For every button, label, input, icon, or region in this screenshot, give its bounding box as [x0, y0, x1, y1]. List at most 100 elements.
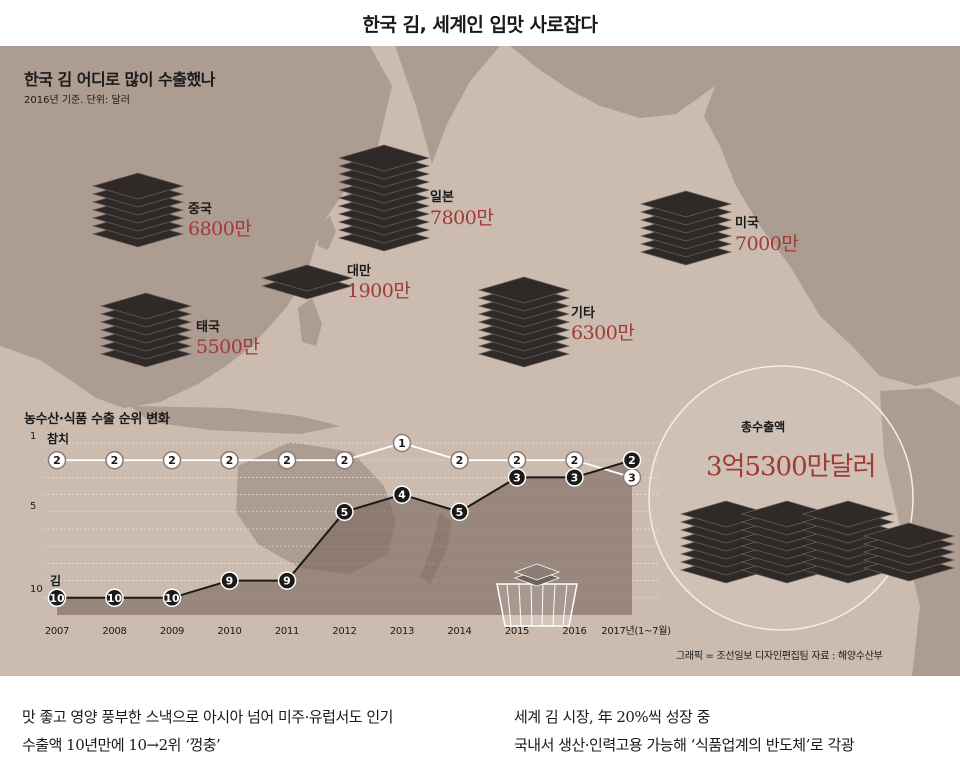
stack-usa — [639, 190, 733, 266]
svg-text:3: 3 — [628, 471, 636, 484]
laver-sheet — [862, 522, 956, 550]
tuna-rank-marker: 2 — [47, 450, 67, 470]
svg-text:2: 2 — [226, 454, 234, 467]
headline: 한국 김, 세계인 입맛 사로잡다 — [362, 13, 598, 36]
tuna-rank-marker: 2 — [335, 450, 354, 470]
total-export-value: 3억5300만달러 — [706, 452, 876, 482]
svg-text:3: 3 — [513, 471, 521, 484]
kim-rank-marker: 5 — [335, 502, 354, 522]
x-tick-label: 2011 — [275, 626, 299, 637]
map-infographic: 2 2 2 2 2 2 1 2 2 2 3 10 10 10 9 9 5 4 5 3 3 2 2007 2008 2009 20… — [0, 46, 960, 676]
laver-sheet — [639, 190, 733, 218]
basket-icon — [496, 563, 578, 627]
svg-text:1: 1 — [398, 437, 406, 450]
svg-text:5: 5 — [456, 506, 464, 519]
x-tick-label: 2009 — [160, 626, 184, 637]
svg-text:4: 4 — [398, 489, 406, 502]
laver-sheet — [91, 172, 185, 200]
value-china: 6800만 — [188, 218, 252, 240]
tuna-rank-marker: 1 — [392, 433, 412, 453]
footer-right-line-1: 세계 김 시장, 年 20%씩 성장 중 — [514, 708, 710, 726]
svg-text:10: 10 — [107, 592, 123, 605]
korea-peninsula — [318, 216, 336, 250]
x-axis-ticks: 2007 2008 2009 2010 2011 2012 2013 2014 2015 2016… — [45, 625, 672, 637]
svg-text:9: 9 — [283, 575, 291, 588]
stack-total-4 — [862, 522, 956, 582]
svg-text:2: 2 — [283, 454, 291, 467]
stack-china — [91, 172, 185, 248]
x-tick-label: 2015 — [505, 626, 529, 637]
laver-stacks — [91, 144, 956, 584]
laver-sheet — [260, 264, 354, 292]
svg-text:2: 2 — [168, 454, 176, 467]
kim-rank-marker: 10 — [47, 588, 67, 608]
kim-rank-marker: 10 — [162, 588, 182, 608]
svg-text:2: 2 — [111, 454, 119, 467]
kim-rank-marker: 9 — [277, 571, 297, 590]
map-subtitle: 2016년 기준. 단위: 달러 — [24, 95, 130, 106]
stack-taiwan — [260, 264, 354, 300]
x-tick-label: 2017년(1~7월) — [601, 625, 671, 637]
value-usa: 7000만 — [735, 233, 799, 255]
rank-markers: 2 2 2 2 2 2 1 2 2 2 3 10 10 10 9 9 5 4 5 3 3 2 — [47, 433, 642, 608]
y-tick-5: 5 — [30, 501, 37, 512]
svg-text:2: 2 — [456, 454, 464, 467]
tuna-rank-marker: 2 — [220, 450, 239, 470]
x-tick-label: 2010 — [217, 626, 241, 637]
svg-text:3: 3 — [571, 471, 579, 484]
tuna-rank-marker: 2 — [450, 450, 469, 470]
value-thailand: 5500만 — [196, 336, 260, 358]
philippines — [298, 298, 322, 346]
stack-japan — [337, 144, 431, 252]
footer-left-line-2: 수출액 10년만에 10→2위 ‘껑충’ — [22, 736, 221, 754]
kim-rank-marker: 3 — [507, 468, 527, 487]
alaska — [510, 46, 715, 118]
laver-sheet — [337, 144, 431, 172]
footer-left-line-1: 맛 좋고 영양 풍부한 스낵으로 아시아 넘어 미주·유럽서도 인기 — [22, 708, 393, 726]
tuna-rank-marker: 3 — [622, 468, 642, 487]
credit: 그래픽 = 조선일보 디자인편집팀 자료 : 해양수산부 — [676, 651, 883, 662]
x-tick-label: 2016 — [562, 626, 586, 637]
map-title: 한국 김 어디로 많이 수출했나 — [24, 70, 215, 89]
kim-rank-marker: 4 — [392, 485, 412, 504]
label-thailand: 태국 — [196, 320, 220, 335]
kim-rank-marker: 3 — [565, 468, 584, 487]
north-america — [704, 46, 960, 386]
label-china: 중국 — [188, 202, 212, 217]
svg-text:2: 2 — [53, 454, 61, 467]
laver-sheet — [801, 500, 895, 528]
series-label-tuna: 참치 — [47, 432, 70, 446]
x-tick-label: 2013 — [390, 626, 414, 637]
y-tick-10: 10 — [30, 584, 43, 595]
label-usa: 미국 — [735, 216, 759, 231]
value-others: 6300만 — [571, 322, 635, 344]
svg-text:2: 2 — [628, 454, 636, 467]
total-export-label: 총수출액 — [741, 420, 786, 434]
x-tick-label: 2012 — [332, 626, 356, 637]
x-tick-label: 2014 — [447, 626, 471, 637]
asia-landmass — [0, 46, 392, 408]
x-tick-label: 2008 — [102, 626, 126, 637]
footer-right-line-2: 국내서 생산·인력고용 가능해 ‘식품업계의 반도체’로 각광 — [514, 736, 855, 754]
kim-rank-marker: 10 — [105, 588, 124, 608]
svg-text:5: 5 — [341, 506, 349, 519]
stack-others — [477, 276, 571, 368]
tuna-rank-marker: 2 — [565, 450, 584, 470]
svg-text:2: 2 — [571, 454, 579, 467]
tuna-rank-marker: 2 — [507, 450, 527, 470]
svg-text:10: 10 — [49, 592, 65, 605]
kim-area — [57, 460, 632, 615]
label-others: 기타 — [571, 306, 595, 321]
stack-thailand — [99, 292, 193, 368]
tuna-rank-marker: 2 — [105, 450, 124, 470]
laver-sheet — [99, 292, 193, 320]
tuna-rank-marker: 2 — [277, 450, 297, 470]
rank-chart-title: 농수산·식품 수출 순위 변화 — [24, 412, 170, 427]
svg-text:9: 9 — [226, 575, 234, 588]
kim-rank-marker: 5 — [450, 502, 469, 522]
laver-sheet — [477, 276, 571, 304]
kim-rank-marker: 9 — [220, 571, 239, 590]
label-taiwan: 대만 — [347, 264, 371, 279]
